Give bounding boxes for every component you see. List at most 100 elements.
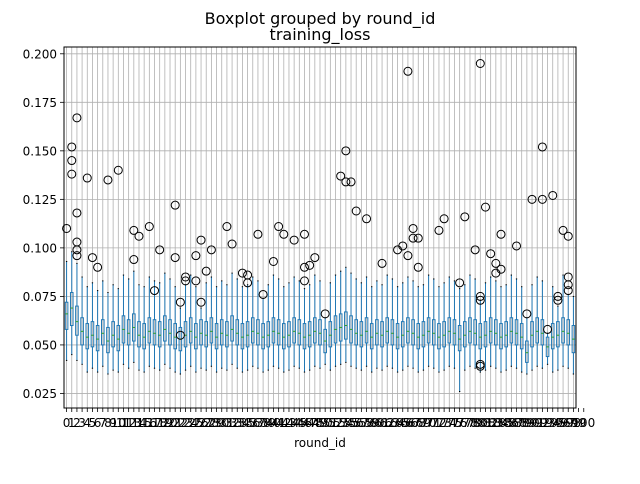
x-tick-label-68: 68 bbox=[411, 416, 426, 430]
box-group-37 bbox=[256, 280, 260, 369]
x-tick-label-29: 29 bbox=[209, 416, 224, 430]
y-axis-ticks: 0.025 0.050 0.075 0.100 0.125 0.150 0.175 0.200 bbox=[23, 47, 64, 401]
box-group-12 bbox=[126, 278, 131, 369]
box-iqr bbox=[95, 325, 100, 352]
box-group-94 bbox=[550, 286, 555, 373]
box-iqr bbox=[369, 323, 374, 350]
y-tick-label-5: 0.150 bbox=[23, 144, 57, 158]
box-group-81 bbox=[483, 282, 488, 371]
box-group-92 bbox=[540, 280, 545, 369]
flier-84-0 bbox=[496, 229, 506, 239]
box-iqr bbox=[452, 319, 457, 346]
x-tick-label-60: 60 bbox=[369, 416, 384, 430]
x-tick-label-6: 6 bbox=[94, 416, 102, 430]
box-iqr bbox=[307, 321, 312, 348]
flier-47-0 bbox=[305, 260, 315, 270]
flier-46-2 bbox=[299, 276, 309, 286]
x-tick-label-25: 25 bbox=[188, 416, 203, 430]
flier-2-4 bbox=[72, 251, 82, 261]
flier-92-0 bbox=[537, 142, 547, 152]
x-tick-label-14: 14 bbox=[131, 416, 146, 430]
box-iqr bbox=[504, 321, 508, 348]
x-tick-label-89: 89 bbox=[519, 416, 534, 430]
box-iqr bbox=[282, 323, 286, 350]
box-group-39 bbox=[266, 284, 271, 371]
flier-0-0 bbox=[62, 223, 72, 233]
x-tick-label-91: 91 bbox=[530, 416, 545, 430]
flier-26-0 bbox=[196, 235, 206, 245]
x-tick-label-43: 43 bbox=[281, 416, 296, 430]
box-group-2 bbox=[75, 262, 79, 361]
box-iqr bbox=[395, 323, 400, 350]
box-group-51 bbox=[328, 282, 333, 371]
box-iqr bbox=[328, 321, 333, 348]
box-group-8 bbox=[106, 292, 110, 375]
flier-65-0 bbox=[398, 241, 408, 251]
flier-44-0 bbox=[289, 235, 299, 245]
box-group-17 bbox=[152, 280, 157, 369]
box-group-20 bbox=[168, 278, 172, 369]
box-iqr bbox=[499, 323, 503, 350]
x-tick-label-51: 51 bbox=[323, 416, 338, 430]
x-tick-label-44: 44 bbox=[287, 416, 302, 430]
box-group-28 bbox=[209, 276, 214, 367]
box-group-98 bbox=[571, 295, 576, 375]
x-tick-label-26: 26 bbox=[193, 416, 208, 430]
flier-50-0 bbox=[320, 309, 330, 319]
flier-32-0 bbox=[227, 239, 237, 249]
flier-94-0 bbox=[548, 190, 558, 200]
box-iqr bbox=[354, 319, 358, 346]
box-group-3 bbox=[80, 276, 84, 365]
x-tick-label-50: 50 bbox=[318, 416, 333, 430]
flier-79-0 bbox=[470, 245, 480, 255]
box-iqr bbox=[406, 317, 410, 344]
box-iqr bbox=[250, 317, 255, 344]
box-iqr bbox=[483, 321, 488, 348]
flier-68-1 bbox=[413, 262, 423, 272]
box-group-87 bbox=[514, 278, 519, 369]
flier-68-0 bbox=[413, 233, 423, 243]
y-tick-label-3: 0.100 bbox=[23, 241, 57, 255]
box-group-61 bbox=[380, 284, 384, 371]
x-tick-label-46: 46 bbox=[297, 416, 312, 430]
box-iqr bbox=[509, 317, 514, 344]
box-iqr bbox=[168, 319, 172, 346]
x-tick-label-73: 73 bbox=[436, 416, 451, 430]
x-axis-ticks: 0123456789101112131415161718192021222324… bbox=[63, 408, 595, 430]
box-group-90 bbox=[530, 284, 534, 371]
box-iqr bbox=[561, 317, 565, 344]
box-group-38 bbox=[261, 297, 265, 373]
flier-37-0 bbox=[253, 229, 263, 239]
box-group-43 bbox=[287, 282, 291, 371]
x-tick-label-55: 55 bbox=[343, 416, 358, 430]
x-tick-label-56: 56 bbox=[349, 416, 364, 430]
box-group-91 bbox=[535, 276, 540, 367]
flier-80-4 bbox=[475, 361, 485, 371]
box-group-96 bbox=[561, 274, 565, 367]
box-group-68 bbox=[416, 286, 421, 373]
flier-41-0 bbox=[274, 222, 284, 232]
box-group-88 bbox=[519, 286, 524, 373]
x-tick-label-54: 54 bbox=[338, 416, 353, 430]
x-tick-label-93: 93 bbox=[540, 416, 555, 430]
x-tick-label-30: 30 bbox=[214, 416, 229, 430]
box-iqr bbox=[137, 321, 141, 348]
x-tick-label-72: 72 bbox=[431, 416, 446, 430]
flier-18-0 bbox=[155, 245, 165, 255]
y-tick-label-7: 0.200 bbox=[23, 47, 57, 61]
x-tick-label-24: 24 bbox=[183, 416, 198, 430]
box-group-50 bbox=[323, 317, 327, 365]
x-tick-label-81: 81 bbox=[478, 416, 493, 430]
flier-25-0 bbox=[191, 251, 201, 261]
box-iqr bbox=[478, 323, 483, 350]
box-group-47 bbox=[307, 284, 312, 371]
box-iqr bbox=[302, 323, 307, 350]
flier-67-1 bbox=[408, 233, 418, 243]
box-group-32 bbox=[230, 272, 234, 365]
flier-97-3 bbox=[563, 286, 573, 296]
x-tick-label-86: 86 bbox=[504, 416, 519, 430]
box-group-76 bbox=[457, 288, 462, 393]
flier-67-0 bbox=[408, 223, 418, 233]
